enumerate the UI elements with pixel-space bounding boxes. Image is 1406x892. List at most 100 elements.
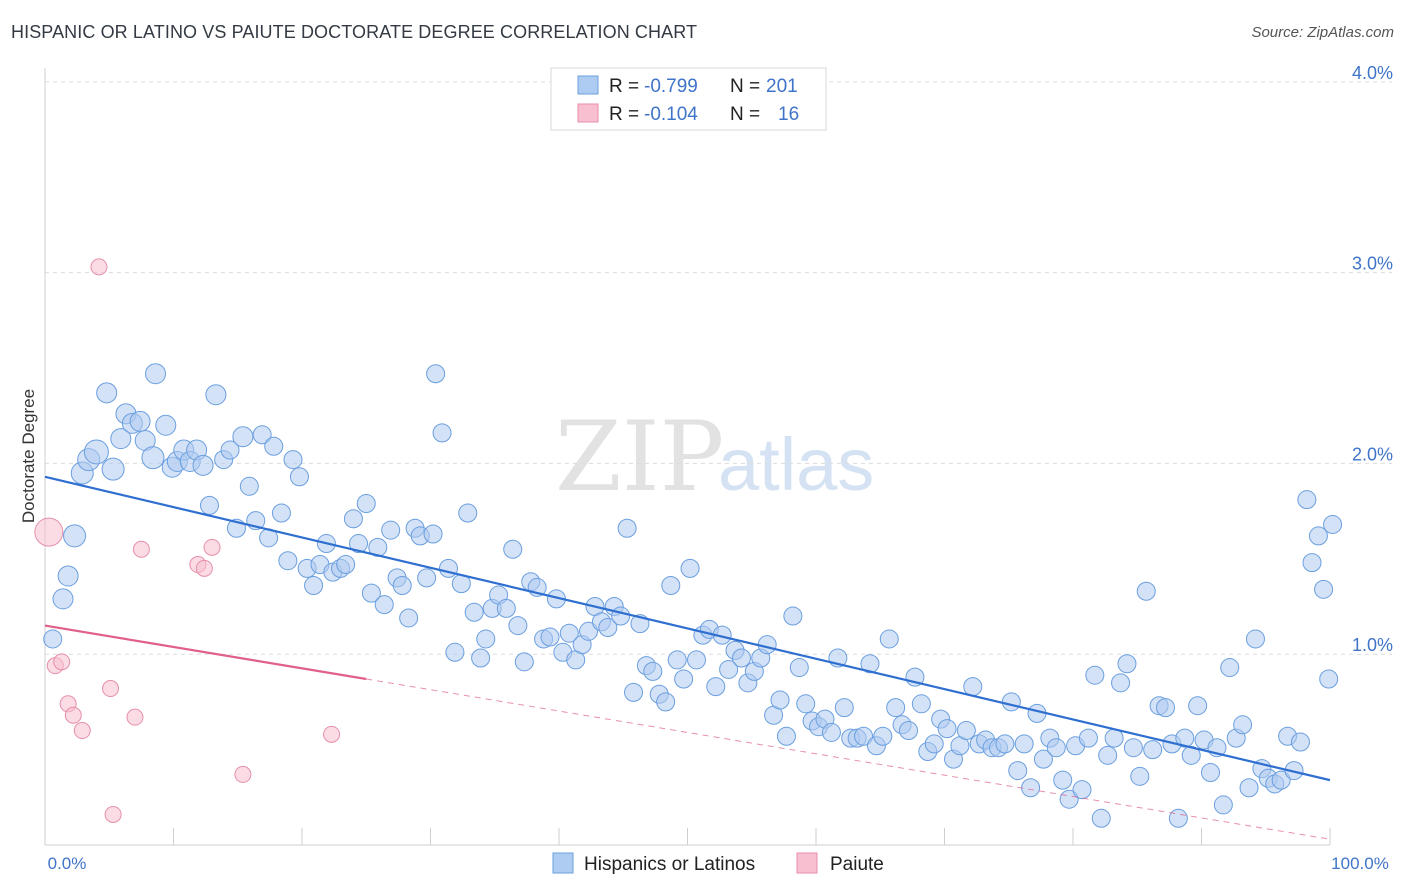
hispanic-point <box>57 565 79 587</box>
hispanic-point <box>205 384 227 406</box>
paiute-point <box>104 805 122 823</box>
hispanic-point <box>141 446 165 470</box>
hispanic-point <box>43 629 63 649</box>
paiute-point <box>53 653 71 671</box>
hispanic-point <box>458 503 478 523</box>
paiute-point <box>195 559 213 577</box>
paiute-trend-line <box>44 624 367 681</box>
bottom-legend-label-blue: Hispanics or Latinos <box>584 854 755 875</box>
hispanic-point <box>995 734 1015 754</box>
legend-r-label: R = <box>609 76 644 97</box>
hispanic-point <box>52 588 74 610</box>
hispanic-point <box>514 652 534 672</box>
hispanic-point <box>361 583 381 603</box>
hispanic-point <box>956 721 976 741</box>
hispanic-point <box>706 677 726 697</box>
paiute-points <box>34 258 341 823</box>
hispanic-point <box>1233 715 1253 735</box>
hispanic-point <box>643 661 663 681</box>
hispanic-point <box>1188 696 1208 716</box>
y-axis-label: Doctorate Degree <box>19 389 38 523</box>
hispanic-point <box>1290 732 1310 752</box>
watermark-zip: ZIP <box>555 401 724 513</box>
hispanic-point <box>1220 658 1240 678</box>
hispanic-point <box>674 669 694 689</box>
hispanic-point <box>1008 761 1028 781</box>
x-tick-label-max: 100.0% <box>1331 854 1389 873</box>
hispanic-point <box>374 595 394 615</box>
hispanic-point <box>283 450 303 470</box>
paiute-point <box>102 680 120 698</box>
hispanic-point <box>356 493 376 513</box>
watermark: ZIP atlas <box>555 401 874 513</box>
hispanic-point <box>1143 740 1163 760</box>
hispanic-point <box>129 410 151 432</box>
hispanic-point <box>464 602 484 622</box>
hispanic-point <box>1323 514 1343 534</box>
hispanic-point <box>1168 808 1188 828</box>
hispanic-point <box>417 568 437 588</box>
y-tick-label: 1.0% <box>1352 635 1393 655</box>
hispanic-point <box>496 598 516 618</box>
hispanic-point <box>559 623 579 643</box>
hispanic-point <box>271 503 291 523</box>
hispanic-point <box>731 648 751 668</box>
hispanic-point <box>860 654 880 674</box>
series-legend: Hispanics or Latinos Paiute <box>552 852 884 875</box>
source-credit: Source: ZipAtlas.com <box>1251 24 1394 41</box>
hispanic-point <box>336 555 356 575</box>
legend-r-value: -0.104 <box>644 104 698 125</box>
y-tick-label: 3.0% <box>1352 254 1393 274</box>
legend-row-blue: R = -0.799 N = 201 <box>609 76 798 97</box>
paiute-point <box>323 725 341 743</box>
paiute-point <box>132 540 150 558</box>
hispanic-point <box>1200 762 1220 782</box>
hispanic-point <box>821 722 841 742</box>
bottom-legend-swatch-blue <box>552 852 574 874</box>
paiute-point <box>34 517 64 547</box>
hispanic-point <box>438 558 458 578</box>
hispanic-point <box>239 476 259 496</box>
hispanic-point <box>789 658 809 678</box>
hispanic-point <box>432 423 452 443</box>
hispanic-point <box>252 425 272 445</box>
chart-title: HISPANIC OR LATINO VS PAIUTE DOCTORATE D… <box>11 22 698 42</box>
hispanic-point <box>110 428 132 450</box>
hispanic-point <box>1156 698 1176 718</box>
hispanic-point <box>1085 665 1105 685</box>
hispanic-point <box>661 576 681 596</box>
legend-swatch-pink <box>577 103 599 123</box>
hispanic-point <box>1245 629 1265 649</box>
hispanic-point <box>617 518 637 538</box>
legend-n-label: N = <box>730 76 765 97</box>
hispanic-point <box>667 650 687 670</box>
hispanic-point <box>834 698 854 718</box>
trend-lines <box>44 475 1331 840</box>
hispanic-point <box>96 382 118 404</box>
hispanic-point <box>1297 490 1317 510</box>
hispanic-point <box>304 576 324 596</box>
bottom-legend-swatch-pink <box>796 852 818 874</box>
hispanic-point <box>289 467 309 487</box>
hispanic-point <box>1078 728 1098 748</box>
hispanic-point <box>796 694 816 714</box>
x-tick-label-min: 0.0% <box>48 854 87 873</box>
hispanic-point <box>1314 579 1334 599</box>
hispanic-point <box>656 692 676 712</box>
paiute-point <box>90 258 108 276</box>
hispanic-point <box>854 726 874 746</box>
hispanic-point <box>426 364 446 384</box>
hispanic-point <box>540 627 560 647</box>
hispanic-point <box>1072 780 1092 800</box>
legend-n-value: 201 <box>766 76 798 97</box>
hispanic-point <box>579 621 599 641</box>
hispanic-point <box>686 650 706 670</box>
hispanic-point <box>1104 728 1124 748</box>
hispanic-point <box>911 694 931 714</box>
hispanic-point <box>1271 770 1291 790</box>
hispanic-point <box>278 551 298 571</box>
hispanic-point <box>399 608 419 628</box>
watermark-atlas: atlas <box>718 423 874 506</box>
hispanic-point <box>349 534 369 554</box>
hispanic-point <box>1308 526 1328 546</box>
